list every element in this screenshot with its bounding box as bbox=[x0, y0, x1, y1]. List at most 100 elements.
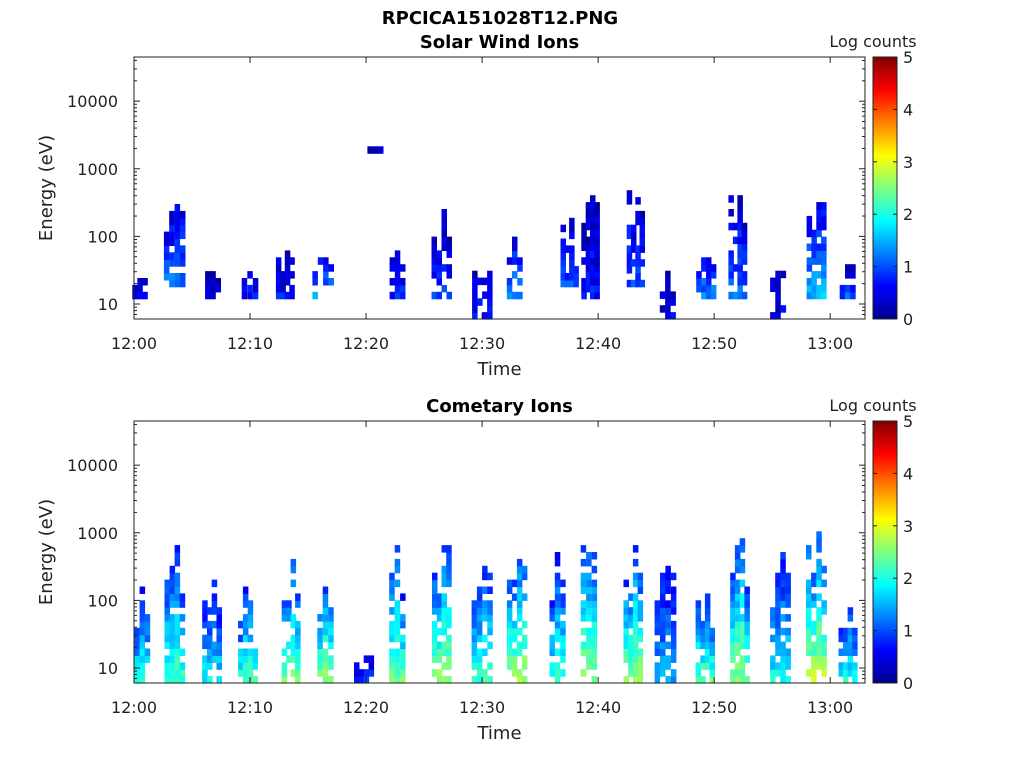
spectrogram-cell bbox=[487, 270, 493, 279]
spectrogram-cell bbox=[286, 655, 292, 663]
spectrogram-cell bbox=[586, 579, 592, 588]
spectrogram-cell bbox=[521, 572, 528, 581]
spectrogram-cell bbox=[354, 662, 360, 670]
spectrogram-cell bbox=[560, 579, 566, 588]
spectrogram-cell bbox=[281, 648, 288, 656]
spectrogram-cell bbox=[389, 607, 395, 615]
spectrogram-cell bbox=[737, 264, 743, 272]
spectrogram-cell bbox=[446, 572, 452, 581]
spectrogram-cell bbox=[843, 669, 849, 677]
spectrogram-cell bbox=[821, 284, 827, 293]
spectrogram-cell bbox=[432, 641, 438, 650]
spectrogram-cell bbox=[441, 264, 447, 272]
spectrogram-cell bbox=[806, 284, 813, 293]
spectrogram-cell bbox=[511, 662, 518, 670]
spectrogram-cell bbox=[581, 236, 587, 245]
spectrogram-cell bbox=[635, 197, 641, 205]
spectrogram-cell bbox=[174, 593, 181, 601]
spectrogram-cell bbox=[180, 217, 186, 226]
spectrogram-cell bbox=[487, 614, 493, 622]
spectrogram-cell bbox=[394, 614, 401, 622]
spectrogram-cell bbox=[174, 614, 181, 622]
spectrogram-cell bbox=[210, 278, 216, 286]
spectrogram-cell bbox=[180, 259, 186, 267]
spectrogram-cell bbox=[252, 284, 259, 293]
spectrogram-cell bbox=[322, 627, 329, 636]
spectrogram-cell bbox=[586, 641, 592, 650]
colorbar bbox=[872, 56, 898, 320]
spectrogram-cell bbox=[482, 600, 488, 608]
spectrogram-cell bbox=[436, 607, 443, 615]
spectrogram-cell bbox=[806, 579, 812, 588]
spectrogram-cell bbox=[521, 662, 528, 670]
spectrogram-cell bbox=[521, 565, 528, 574]
spectrogram-cell bbox=[665, 572, 671, 581]
spectrogram-cell bbox=[635, 279, 641, 288]
spectrogram-cell bbox=[701, 284, 707, 293]
spectrogram-cell bbox=[734, 620, 741, 629]
spectrogram-cell bbox=[811, 579, 817, 588]
spectrogram-cell bbox=[471, 676, 478, 684]
spectrogram-cell bbox=[295, 641, 301, 650]
spectrogram-cell bbox=[628, 634, 634, 643]
spectrogram-cell bbox=[207, 641, 213, 650]
spectrogram-cell bbox=[704, 620, 711, 629]
spectrogram-cell bbox=[476, 627, 483, 636]
spectrogram-cell bbox=[811, 250, 817, 258]
spectrogram-cell bbox=[516, 593, 523, 601]
spectrogram-cell bbox=[734, 607, 741, 615]
spectrogram-cell bbox=[730, 572, 736, 581]
spectrogram-cell bbox=[569, 252, 575, 260]
spectrogram-cell bbox=[626, 279, 633, 288]
spectrogram-cell bbox=[739, 558, 746, 567]
spectrogram-cell bbox=[211, 607, 218, 615]
spectrogram-cell bbox=[142, 291, 148, 300]
spectrogram-cell bbox=[517, 264, 523, 272]
spectrogram-cell bbox=[247, 271, 253, 279]
spectrogram-cell bbox=[739, 669, 746, 677]
spectrogram-cell bbox=[704, 607, 711, 615]
spectrogram-cell bbox=[179, 614, 186, 622]
spectrogram-cell bbox=[775, 648, 781, 656]
spectrogram-cell bbox=[322, 586, 329, 594]
spectrogram-cell bbox=[289, 291, 295, 300]
spectrogram-cell bbox=[734, 662, 741, 670]
spectrogram-cell bbox=[174, 662, 181, 670]
spectrogram-cell bbox=[700, 641, 706, 650]
spectrogram-cell bbox=[284, 264, 291, 272]
spectrogram-cell bbox=[400, 662, 406, 670]
spectrogram-cell bbox=[580, 545, 587, 553]
spectrogram-cell bbox=[590, 264, 596, 272]
spectrogram-cell bbox=[471, 634, 478, 643]
spectrogram-cell bbox=[205, 271, 211, 279]
spectrogram-cell bbox=[734, 600, 741, 608]
spectrogram-cell bbox=[734, 579, 741, 588]
spectrogram-cell bbox=[845, 284, 851, 293]
spectrogram-cell bbox=[580, 579, 587, 588]
spectrogram-cell bbox=[241, 291, 248, 300]
spectrogram-cell bbox=[394, 648, 401, 656]
spectrogram-cell bbox=[775, 284, 781, 292]
spectrogram-cell bbox=[775, 634, 781, 643]
spectrogram-cell bbox=[816, 634, 822, 643]
spectrogram-cell bbox=[816, 627, 822, 636]
spectrogram-cell bbox=[549, 641, 555, 650]
spectrogram-cell bbox=[242, 620, 249, 629]
spectrogram-cell bbox=[637, 655, 644, 663]
spectrogram-cell bbox=[696, 278, 702, 286]
spectrogram-cell bbox=[670, 291, 676, 299]
spectrogram-cell bbox=[639, 279, 645, 288]
spectrogram-cell bbox=[560, 259, 566, 267]
spectrogram-cell bbox=[482, 312, 488, 320]
spectrogram-cell bbox=[431, 257, 437, 265]
spectrogram-cell bbox=[139, 669, 146, 677]
spectrogram-cell bbox=[594, 209, 600, 217]
colorbar-tick-label: 3 bbox=[903, 517, 913, 536]
spectrogram-cell bbox=[441, 648, 447, 656]
spectrogram-cell bbox=[511, 648, 518, 656]
spectrogram-cell bbox=[164, 669, 170, 677]
spectrogram-cell bbox=[744, 607, 750, 615]
spectrogram-cell bbox=[660, 614, 666, 622]
x-axis-label: Time bbox=[476, 723, 521, 744]
spectrogram-cell bbox=[516, 627, 523, 636]
